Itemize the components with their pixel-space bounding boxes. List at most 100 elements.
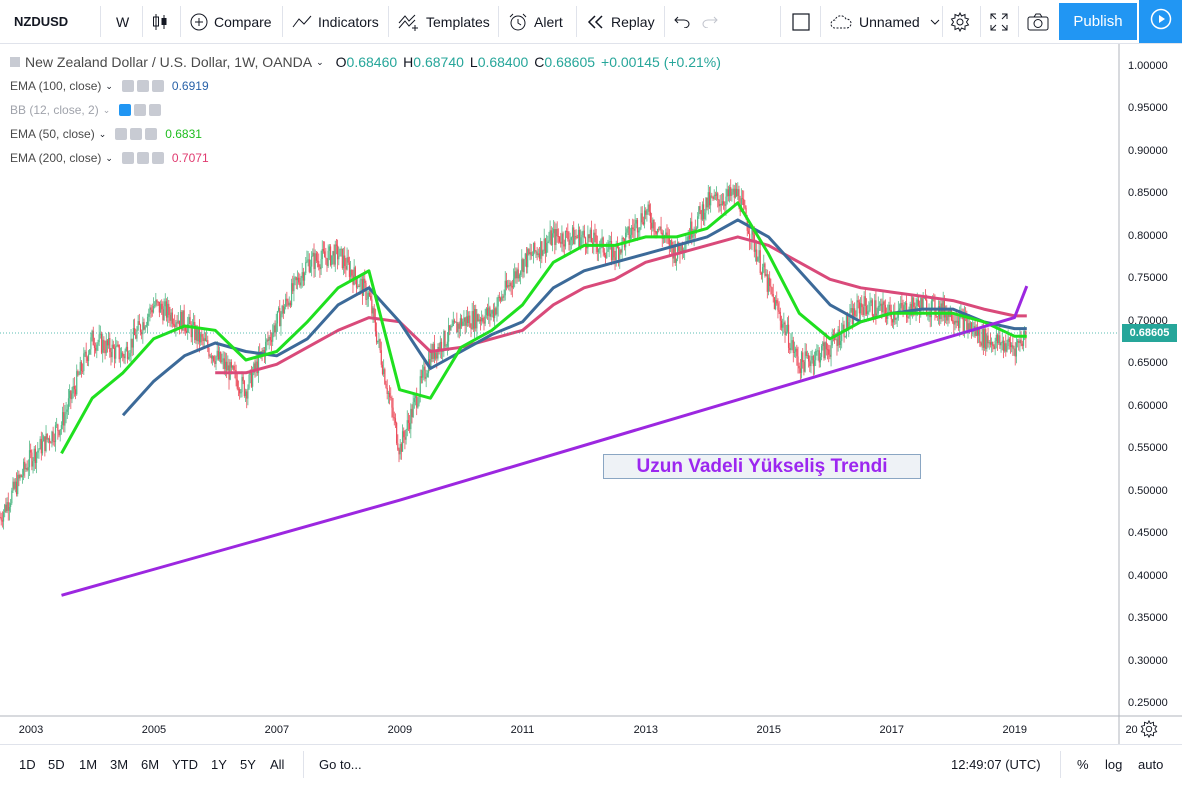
fullscreen-layout-toggle[interactable]: [792, 0, 816, 43]
snapshot-button[interactable]: [1027, 0, 1055, 43]
layout-menu[interactable]: Unnamed: [829, 0, 946, 43]
play-button[interactable]: [1139, 0, 1182, 43]
candle-body: [136, 329, 138, 339]
alert-button[interactable]: Alert: [508, 0, 563, 43]
range-all[interactable]: All: [270, 745, 284, 783]
indicators-button[interactable]: Indicators: [292, 0, 379, 43]
close-icon[interactable]: [151, 80, 164, 92]
replay-button[interactable]: Replay: [587, 0, 655, 43]
candle-body: [902, 306, 904, 310]
candle-body: [858, 302, 860, 314]
close-icon[interactable]: [151, 152, 164, 164]
range-ytd[interactable]: YTD: [172, 745, 198, 783]
candle-body: [562, 233, 564, 245]
redo-button[interactable]: [702, 0, 724, 43]
gear-icon[interactable]: [134, 104, 147, 116]
candle-body: [33, 448, 35, 462]
trend-annotation[interactable]: Uzun Vadeli Yükseliş Trendi: [603, 454, 921, 479]
trendline[interactable]: [61, 285, 1029, 597]
candle-body: [610, 241, 613, 260]
close-icon[interactable]: [145, 128, 158, 140]
settings-button[interactable]: [950, 0, 976, 43]
candle-body: [639, 227, 641, 231]
time-axis-settings[interactable]: [1140, 719, 1158, 743]
compare-button[interactable]: Compare: [190, 0, 272, 43]
range-3m[interactable]: 3M: [110, 745, 128, 783]
publish-button[interactable]: Publish: [1059, 3, 1137, 40]
candle-body: [617, 247, 620, 260]
candle-body: [671, 240, 673, 247]
fullscreen-button[interactable]: [990, 0, 1014, 43]
candle-body: [656, 228, 659, 234]
range-6m[interactable]: 6M: [141, 745, 159, 783]
candle-body: [7, 502, 9, 511]
interval-button[interactable]: W: [116, 0, 129, 43]
candle-body: [654, 230, 656, 232]
goto-button[interactable]: Go to...: [319, 745, 362, 783]
candle-body: [231, 366, 234, 368]
goto-label: Go to...: [319, 756, 362, 772]
candle-body: [72, 386, 74, 394]
candle-body: [1008, 338, 1010, 342]
candle-body: [1003, 343, 1006, 351]
auto-toggle[interactable]: auto: [1138, 745, 1163, 783]
range-1d[interactable]: 1D: [19, 745, 36, 783]
candle-body: [401, 431, 404, 452]
candle-body: [676, 242, 679, 259]
percent-toggle[interactable]: %: [1077, 745, 1089, 783]
close-icon[interactable]: [149, 104, 162, 116]
log-toggle[interactable]: log: [1105, 745, 1122, 783]
range-5y[interactable]: 5Y: [240, 745, 256, 783]
candle-body: [128, 356, 130, 359]
gear-icon[interactable]: [136, 80, 149, 92]
candle-body: [137, 321, 139, 330]
indicator-ema-200[interactable]: EMA (200, close) ⌄ 0.7071: [10, 146, 721, 170]
range-5d[interactable]: 5D: [48, 745, 65, 783]
candle-body: [628, 226, 630, 239]
candle-body: [440, 341, 443, 352]
candle-body: [70, 390, 72, 400]
candle-body: [846, 315, 849, 328]
candle-body: [32, 461, 34, 467]
candle-body: [511, 285, 513, 288]
gear-icon[interactable]: [136, 152, 149, 164]
trend-annotation-text: Uzun Vadeli Yükseliş Trendi: [636, 455, 888, 477]
eye-icon[interactable]: [115, 128, 128, 140]
undo-button[interactable]: [674, 0, 696, 43]
candle-body: [25, 467, 27, 470]
candle-body: [731, 192, 733, 196]
indicator-value: 0.6919: [171, 79, 209, 93]
indicator-ema-100[interactable]: EMA (100, close) ⌄ 0.6919: [10, 74, 721, 98]
eye-icon[interactable]: [121, 152, 134, 164]
gear-icon[interactable]: [130, 128, 143, 140]
candle-body: [256, 361, 258, 374]
candle-body: [538, 253, 541, 259]
candle-body: [721, 201, 724, 206]
templates-icon: [398, 13, 420, 31]
eye-icon[interactable]: [121, 80, 134, 92]
templates-button[interactable]: Templates: [398, 0, 490, 43]
candle-body: [202, 336, 204, 342]
symbol-legend[interactable]: New Zealand Dollar / U.S. Dollar, 1W, OA…: [10, 50, 721, 74]
indicator-value: 0.7071: [171, 151, 209, 165]
range-1y[interactable]: 1Y: [211, 745, 227, 783]
eye-off-icon[interactable]: [119, 104, 132, 116]
indicator-bb[interactable]: BB (12, close, 2) ⌄: [10, 98, 721, 122]
candle-body: [213, 356, 215, 361]
candle-body: [152, 306, 155, 313]
clock-time[interactable]: 12:49:07 (UTC): [951, 745, 1041, 783]
plus-circle-icon: [190, 13, 208, 31]
indicator-ema-50[interactable]: EMA (50, close) ⌄ 0.6831: [10, 122, 721, 146]
candle-body: [850, 308, 852, 312]
chart-type-button[interactable]: [152, 0, 174, 43]
candle-body: [634, 223, 636, 231]
candle-body: [760, 272, 763, 275]
symbol-search[interactable]: NZDUSD: [14, 0, 68, 43]
candle-body: [387, 392, 389, 394]
price-chart[interactable]: [0, 44, 1182, 744]
candle-body: [975, 327, 977, 336]
candle-body: [187, 324, 189, 333]
range-1m[interactable]: 1M: [79, 745, 97, 783]
price-tick: 0.90000: [1128, 144, 1168, 157]
candle-body: [267, 339, 269, 341]
